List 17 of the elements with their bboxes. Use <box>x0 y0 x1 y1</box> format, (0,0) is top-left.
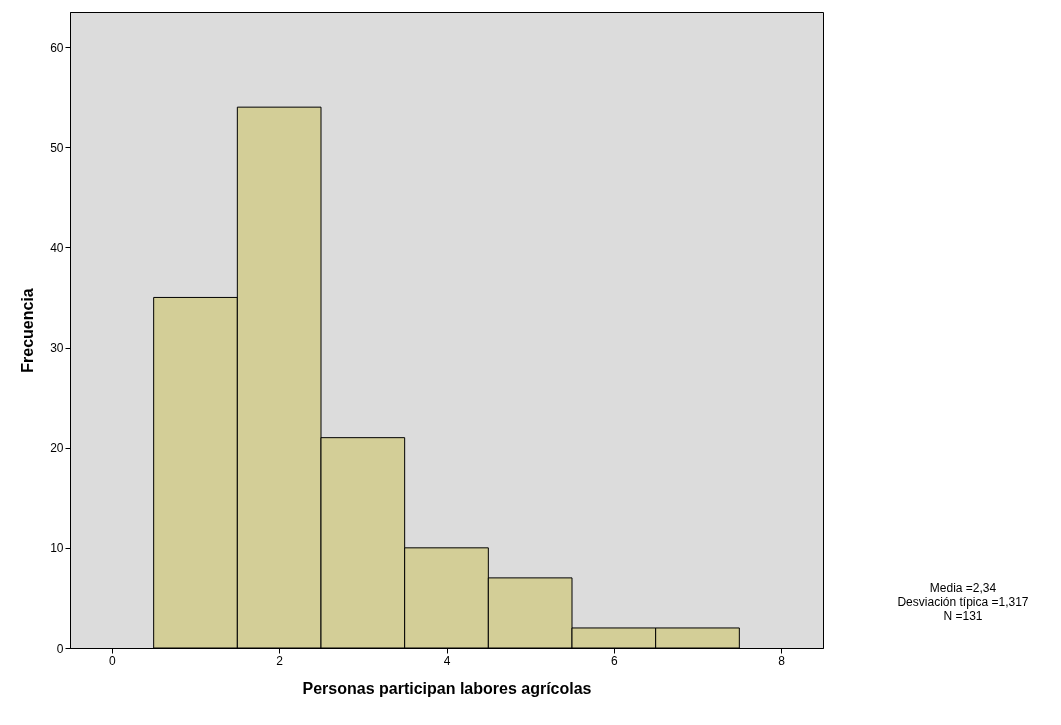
x-tick-label: 2 <box>276 653 284 668</box>
y-tick-label: 40 <box>50 240 64 255</box>
x-tick-label: 6 <box>610 653 618 668</box>
y-tick-label: 50 <box>50 140 64 155</box>
x-tick-label: 0 <box>108 653 116 668</box>
text: Media =2,34 <box>929 581 997 595</box>
x-tick-label: 8 <box>778 653 786 668</box>
y-tick-label: 10 <box>50 541 64 556</box>
y-tick-label: 0 <box>56 641 64 656</box>
y-tick-label: 60 <box>50 40 64 55</box>
y-tick-label: 20 <box>50 441 64 456</box>
text: Desviación típica =1,317 <box>897 595 1029 609</box>
x-axis-title: Personas participan labores agrícolas <box>302 679 592 697</box>
text: N =131 <box>943 609 983 623</box>
y-axis-title: Frecuencia <box>19 288 37 373</box>
x-tick-label: 4 <box>443 653 451 668</box>
y-tick-label: 30 <box>50 341 64 356</box>
